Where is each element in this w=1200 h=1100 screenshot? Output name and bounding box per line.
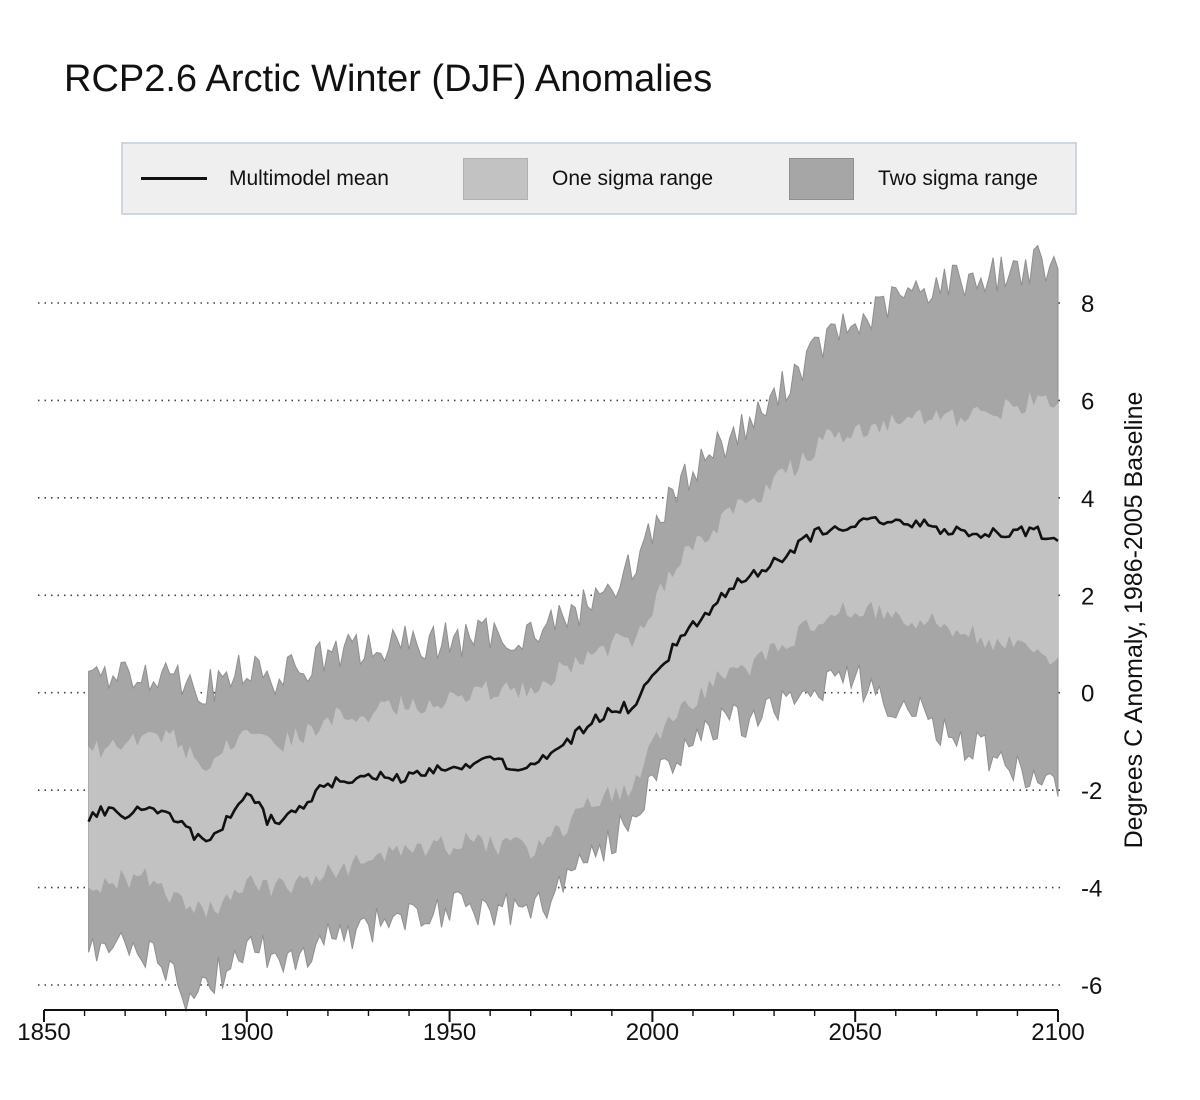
y-tick-label: -6 bbox=[1081, 973, 1102, 1000]
x-tick-label: 1900 bbox=[220, 1019, 273, 1046]
legend-label-two-sigma: Two sigma range bbox=[878, 166, 1038, 190]
legend-line-mean bbox=[141, 177, 207, 180]
y-tick-label: -2 bbox=[1081, 778, 1102, 805]
legend-swatch-one-sigma bbox=[463, 157, 528, 200]
legend-label-one-sigma: One sigma range bbox=[552, 166, 714, 190]
axes: 1850 1900 1950 2000 2050 2100 8 6 4 2 0 -2 -4 -6 bbox=[17, 291, 1102, 1046]
y-tick-label: -4 bbox=[1081, 876, 1102, 903]
legend-label-mean: Multimodel mean bbox=[229, 166, 389, 190]
legend-item-mean: Multimodel mean bbox=[141, 144, 389, 213]
x-tick-label: 2100 bbox=[1031, 1019, 1084, 1046]
legend-item-one-sigma: One sigma range bbox=[463, 144, 713, 213]
chart-title: RCP2.6 Arctic Winter (DJF) Anomalies bbox=[64, 58, 713, 100]
mean-series bbox=[87, 515, 1059, 843]
x-tick-label: 1850 bbox=[17, 1019, 70, 1046]
x-tick-label: 2050 bbox=[829, 1019, 882, 1046]
sigma-bands bbox=[88, 244, 1059, 1013]
y-tick-label: 6 bbox=[1081, 388, 1094, 415]
x-tick-label: 1950 bbox=[423, 1019, 476, 1046]
y-axis-label: Degrees C Anomaly, 1986-2005 Baseline bbox=[1120, 392, 1148, 849]
mean-line bbox=[87, 515, 1059, 843]
y-tick-label: 8 bbox=[1081, 291, 1094, 318]
legend: Multimodel mean One sigma range Two sigm… bbox=[121, 142, 1077, 215]
two-sigma-band bbox=[88, 244, 1059, 1013]
legend-item-two-sigma: Two sigma range bbox=[789, 144, 1038, 213]
y-tick-label: 0 bbox=[1081, 681, 1094, 708]
y-tick-label: 2 bbox=[1081, 583, 1094, 610]
legend-swatch-two-sigma bbox=[789, 157, 854, 200]
x-tick-label: 2000 bbox=[626, 1019, 679, 1046]
y-tick-label: 4 bbox=[1081, 486, 1094, 513]
